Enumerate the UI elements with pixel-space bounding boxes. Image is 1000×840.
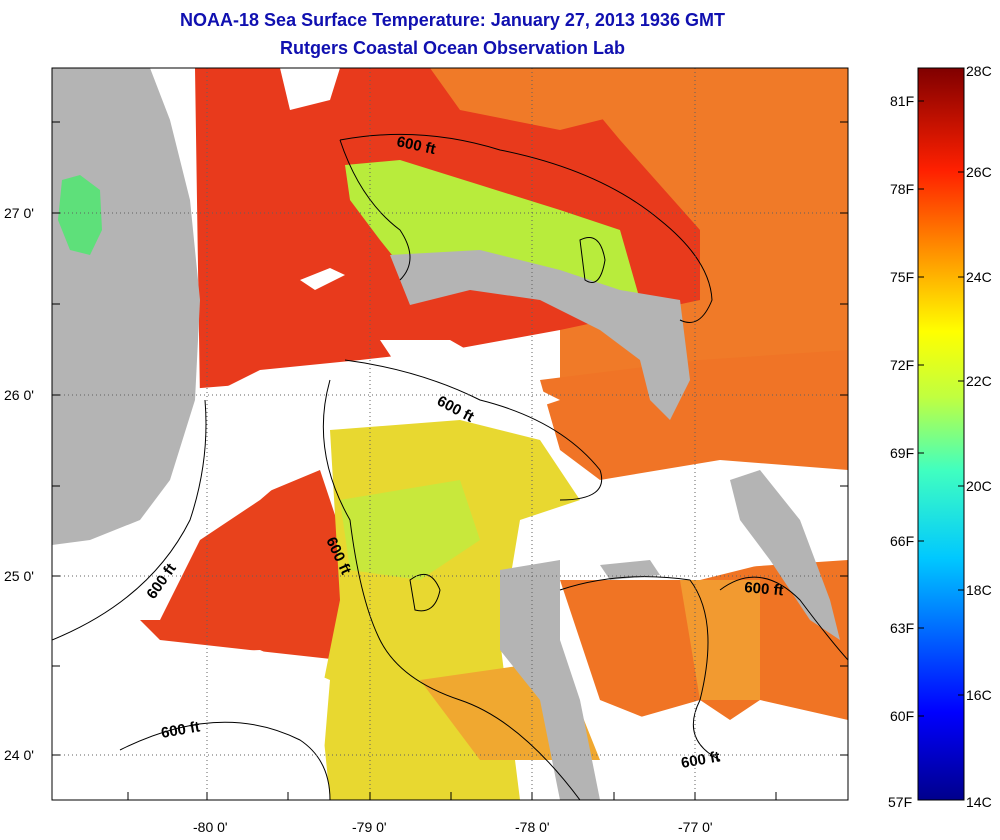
lat-tick-label: 25 0' <box>4 568 34 584</box>
colorbar-f-label: 69F <box>890 445 914 461</box>
colorbar-f-label: 60F <box>890 708 914 724</box>
lat-tick-label: 24 0' <box>4 747 34 763</box>
contour-label: 600 ft <box>160 718 202 742</box>
colorbar <box>917 67 965 801</box>
colorbar-f-label: 63F <box>890 620 914 636</box>
lon-tick-label: -80 0' <box>193 819 228 835</box>
colorbar-c-label: 24C <box>966 269 992 285</box>
colorbar-c-label: 18C <box>966 582 992 598</box>
lat-tick-label: 26 0' <box>4 387 34 403</box>
tick-marks <box>52 121 848 800</box>
graticule <box>52 68 848 800</box>
map-subtitle: Rutgers Coastal Ocean Observation Lab <box>279 38 626 58</box>
colorbar-f-label: 81F <box>890 93 914 109</box>
colorbar-f-label: 66F <box>890 533 914 549</box>
colorbar-c-label: 20C <box>966 478 992 494</box>
colorbar-f-label: 57F <box>888 794 912 810</box>
map-frame <box>51 67 849 801</box>
lat-tick-label: 27 0' <box>4 205 34 221</box>
lon-tick-label: -79 0' <box>352 819 387 835</box>
colorbar-c-label: 22C <box>966 373 992 389</box>
colorbar-f-label: 78F <box>890 181 914 197</box>
temperature-field <box>52 68 848 800</box>
contour-label: 600 ft <box>744 579 785 599</box>
map-title: NOAA-18 Sea Surface Temperature: January… <box>180 10 725 30</box>
contour-label: 600 ft <box>680 748 722 772</box>
colorbar-c-label: 16C <box>966 687 992 703</box>
colorbar-c-label: 28C <box>966 63 992 79</box>
colorbar-c-label: 14C <box>966 794 992 810</box>
lon-tick-label: -78 0' <box>515 819 550 835</box>
colorbar-f-label: 75F <box>890 269 914 285</box>
colorbar-c-label: 26C <box>966 164 992 180</box>
lon-tick-label: -77 0' <box>678 819 713 835</box>
colorbar-f-label: 72F <box>890 357 914 373</box>
depth-contours <box>52 133 848 800</box>
